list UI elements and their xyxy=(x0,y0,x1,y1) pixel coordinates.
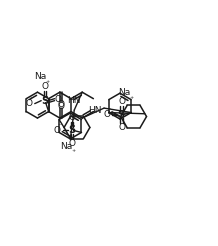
Text: O: O xyxy=(57,102,64,111)
Text: ⁻: ⁻ xyxy=(57,121,62,130)
Text: ⁻: ⁻ xyxy=(107,105,111,114)
Text: S: S xyxy=(68,125,75,136)
Text: O: O xyxy=(57,100,64,109)
Text: ⁺: ⁺ xyxy=(72,148,76,157)
Text: O: O xyxy=(68,139,75,148)
Text: O: O xyxy=(42,82,49,91)
Text: O: O xyxy=(118,97,125,106)
Text: O: O xyxy=(54,95,61,104)
Text: O: O xyxy=(26,99,33,108)
Text: O: O xyxy=(118,123,125,132)
Text: HN: HN xyxy=(68,96,81,105)
Text: O: O xyxy=(103,110,110,119)
Text: HN: HN xyxy=(88,106,102,115)
Text: Na: Na xyxy=(60,142,73,151)
Text: Na: Na xyxy=(35,72,47,81)
Text: ⁺: ⁺ xyxy=(46,79,50,88)
Text: O: O xyxy=(68,113,75,122)
Text: S: S xyxy=(118,109,125,120)
Text: S: S xyxy=(41,96,48,106)
Text: ⁻: ⁻ xyxy=(29,94,34,103)
Text: ⁺: ⁺ xyxy=(129,95,133,104)
Text: Na: Na xyxy=(118,88,130,97)
Text: O: O xyxy=(54,126,61,135)
